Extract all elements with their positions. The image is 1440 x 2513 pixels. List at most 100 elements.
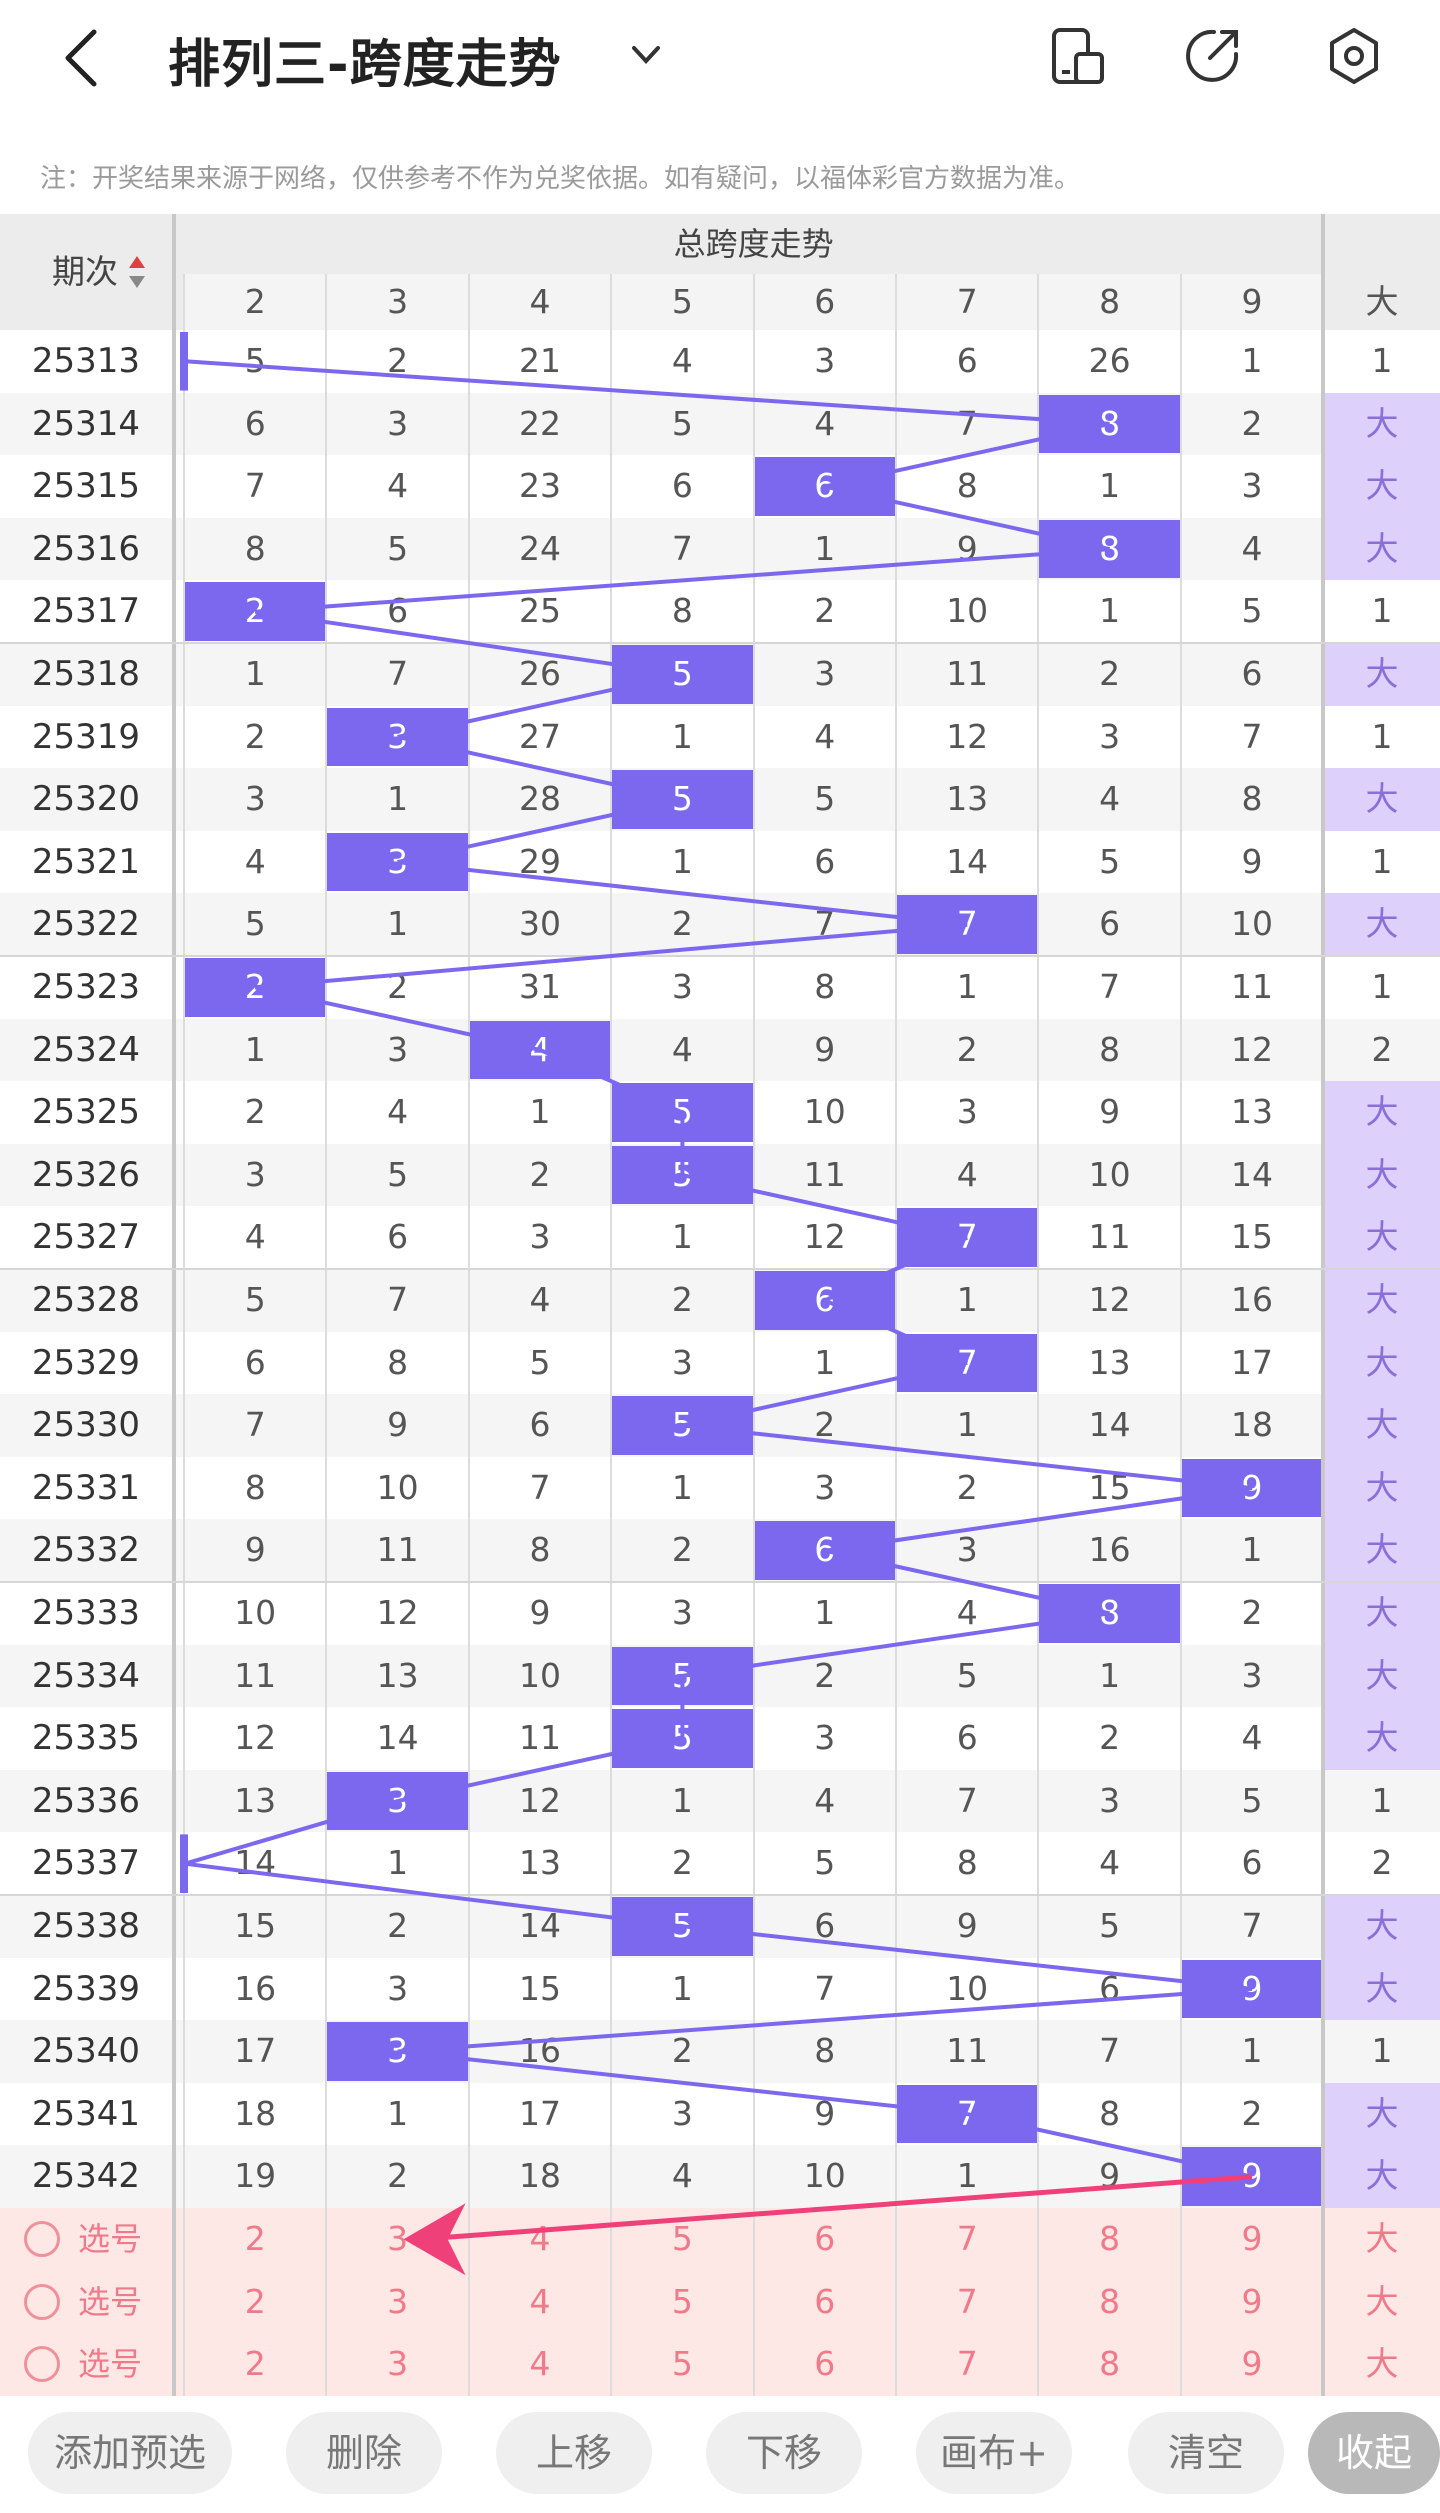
canvas-plus-button[interactable]: 画布+ xyxy=(916,2412,1072,2494)
trend-cell: 10 xyxy=(803,1092,846,1132)
big-cell: 大 xyxy=(1324,2082,1440,2146)
select-number[interactable]: 3 xyxy=(387,2344,409,2384)
collapse-button[interactable]: 收起 xyxy=(1308,2412,1440,2494)
trend-cell: 8 xyxy=(671,591,693,631)
select-number[interactable]: 7 xyxy=(956,2219,978,2258)
trend-cell: 2 xyxy=(1241,403,1263,443)
big-cell: 大 xyxy=(1324,893,1440,956)
select-radio[interactable] xyxy=(24,2346,60,2383)
period-header[interactable]: 期次 xyxy=(52,252,118,291)
select-number[interactable]: 8 xyxy=(1099,2344,1121,2384)
highlight-cell: 7 xyxy=(897,2084,1038,2144)
select-number[interactable]: 2 xyxy=(244,2281,266,2321)
period-cell: 25319 xyxy=(31,716,141,757)
trend-cell: 31 xyxy=(518,967,561,1006)
share-icon[interactable] xyxy=(1180,24,1244,88)
big-cell: 大 xyxy=(1324,1206,1440,1269)
highlight-cell: 9 xyxy=(1181,1458,1323,1518)
chevron-down-icon[interactable] xyxy=(628,40,664,70)
trend-cell: 3 xyxy=(671,1593,693,1632)
highlight-cell: 7 xyxy=(897,1208,1038,1267)
column-header: 9 xyxy=(1241,282,1263,321)
select-number[interactable]: 9 xyxy=(1241,2344,1263,2384)
period-cell: 25341 xyxy=(31,2093,141,2134)
trend-cell: 7 xyxy=(814,904,836,944)
big-cell: 大 xyxy=(1324,1269,1440,1332)
trend-cell: 12 xyxy=(946,716,989,756)
select-number[interactable]: 5 xyxy=(671,2344,693,2384)
trend-cell: 2 xyxy=(814,1405,836,1445)
trend-cell: 16 xyxy=(518,2031,561,2071)
trend-cell: 15 xyxy=(1230,1217,1273,1257)
big-cell: 大 xyxy=(1324,1331,1440,1395)
select-number[interactable]: 4 xyxy=(529,2219,551,2258)
trend-cell: 19 xyxy=(234,2156,277,2196)
mobile-icon[interactable] xyxy=(1046,24,1110,88)
select-number[interactable]: 7 xyxy=(956,2281,978,2321)
trend-cell: 5 xyxy=(1099,1906,1121,1945)
select-number[interactable]: 2 xyxy=(244,2219,266,2258)
move-down-button[interactable]: 下移 xyxy=(706,2412,862,2494)
trend-cell: 1 xyxy=(814,1342,836,1382)
select-number[interactable]: 4 xyxy=(529,2344,551,2384)
select-big[interactable]: 大 xyxy=(1365,2219,1399,2258)
select-number[interactable]: 8 xyxy=(1099,2281,1121,2321)
grid-line xyxy=(1179,274,1182,2396)
trend-cell: 22 xyxy=(518,403,561,443)
highlight-cell: 5 xyxy=(612,1396,753,1455)
select-radio[interactable] xyxy=(24,2283,60,2320)
add-preselect-button[interactable]: 添加预选 xyxy=(28,2412,232,2494)
sort-icon[interactable] xyxy=(128,254,146,290)
settings-icon[interactable] xyxy=(1322,24,1386,88)
trend-cell: 3 xyxy=(244,1154,266,1194)
back-icon[interactable] xyxy=(58,26,108,90)
trend-cell: 6 xyxy=(1241,1843,1263,1883)
trend-cell: 11 xyxy=(518,1718,561,1758)
select-number[interactable]: 3 xyxy=(387,2281,409,2321)
trend-cell: 3 xyxy=(244,779,266,819)
trend-cell: 5 xyxy=(244,904,266,944)
select-big[interactable]: 大 xyxy=(1365,2281,1399,2321)
delete-button[interactable]: 删除 xyxy=(286,2412,442,2494)
select-number[interactable]: 4 xyxy=(529,2281,551,2321)
move-up-button[interactable]: 上移 xyxy=(496,2412,652,2494)
trend-cell: 1 xyxy=(671,841,693,881)
clear-button[interactable]: 清空 xyxy=(1128,2412,1284,2494)
period-cell: 25317 xyxy=(31,591,141,632)
trend-cell: 26 xyxy=(1088,341,1131,380)
select-number[interactable]: 7 xyxy=(956,2344,978,2384)
period-divider xyxy=(172,214,176,2396)
trend-cell: 3 xyxy=(387,403,409,443)
select-radio[interactable] xyxy=(24,2221,60,2257)
trend-cell: 1 xyxy=(814,1593,836,1632)
trend-cell: 1 xyxy=(244,1029,266,1069)
select-number[interactable]: 6 xyxy=(814,2281,836,2321)
trend-cell: 24 xyxy=(518,528,561,568)
trend-cell: 15 xyxy=(1088,1467,1131,1507)
select-number[interactable]: 9 xyxy=(1241,2219,1263,2258)
trend-cell: 3 xyxy=(814,654,836,693)
trend-cell: 2 xyxy=(956,1029,978,1069)
trend-cell: 18 xyxy=(234,2093,277,2133)
app-header: 排列三-跨度走势 xyxy=(0,0,1440,120)
trend-cell: 13 xyxy=(518,1843,561,1883)
trend-cell: 9 xyxy=(956,528,978,568)
select-number[interactable]: 3 xyxy=(387,2219,409,2258)
trend-cell: 17 xyxy=(234,2031,277,2071)
select-number[interactable]: 9 xyxy=(1241,2281,1263,2321)
select-big[interactable]: 大 xyxy=(1365,2344,1399,2384)
select-number[interactable]: 5 xyxy=(671,2219,693,2258)
trend-cell: 8 xyxy=(529,1530,551,1570)
select-number[interactable]: 8 xyxy=(1099,2219,1121,2258)
select-number[interactable]: 2 xyxy=(244,2344,266,2384)
trend-cell: 1 xyxy=(814,528,836,568)
group-header: 总跨度走势 xyxy=(673,225,834,263)
big-cell: 大 xyxy=(1324,455,1440,518)
trend-cell: 12 xyxy=(1230,1029,1273,1069)
select-number[interactable]: 5 xyxy=(671,2281,693,2321)
trend-cell: 8 xyxy=(244,528,266,568)
trend-cell: 11 xyxy=(234,1655,277,1695)
select-number[interactable]: 6 xyxy=(814,2219,836,2258)
select-number[interactable]: 6 xyxy=(814,2344,836,2384)
trend-cell: 2 xyxy=(814,591,836,631)
